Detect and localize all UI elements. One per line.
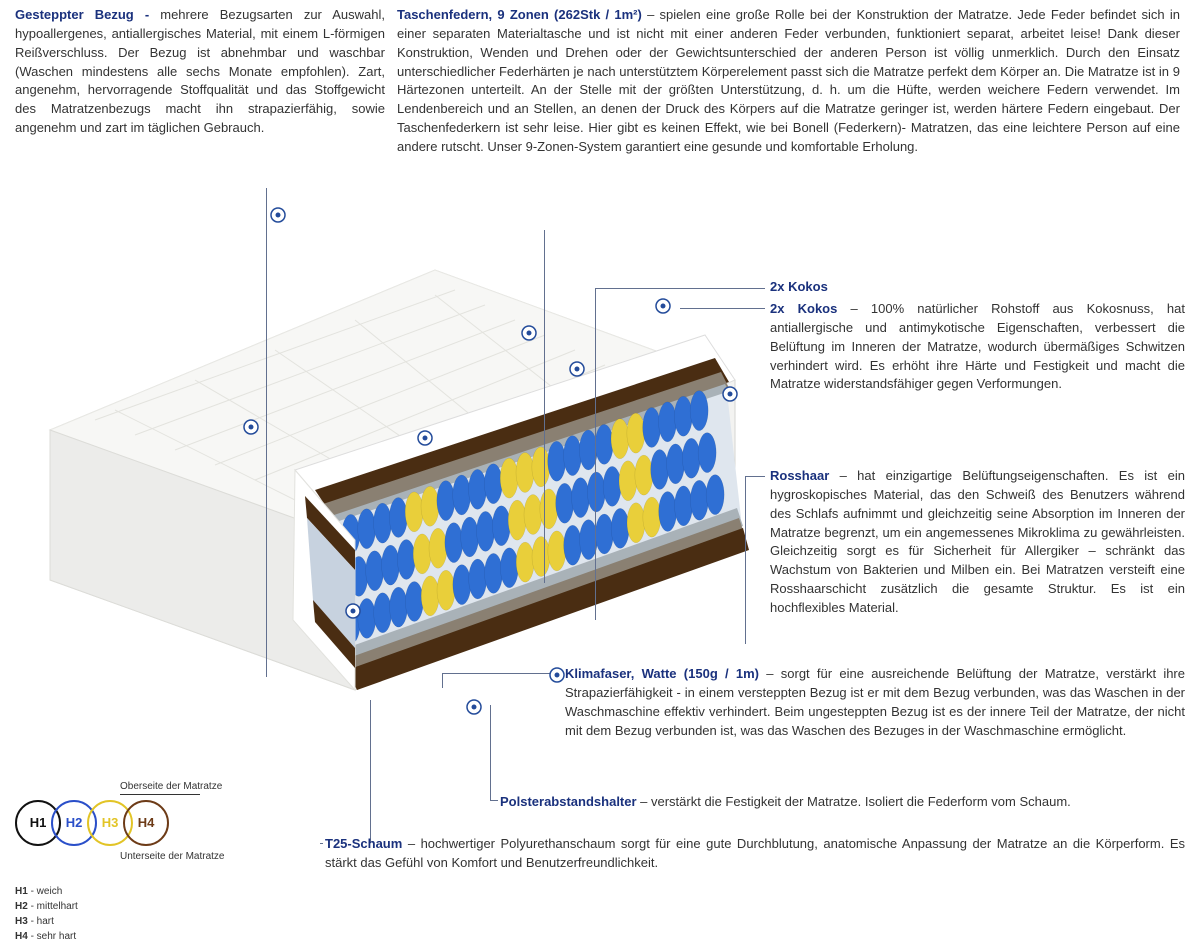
marker-point (243, 419, 259, 435)
top-left-text: Gesteppter Bezug - mehrere Bezugsarten z… (15, 6, 385, 157)
left-body: mehrere Bezugsarten zur Auswahl, hypoall… (15, 7, 385, 135)
line-t25-h (320, 843, 323, 844)
line-kokos1-v (595, 288, 596, 620)
legend-def: H3 - hart (15, 914, 260, 929)
callout-kokos: 2x Kokos – 100% natürlicher Rohstoff aus… (770, 300, 1185, 394)
polster-title: Polsterabstandshalter (500, 794, 637, 809)
line-klima-h (442, 673, 560, 674)
legend-top-label: Oberseite der Matratze (120, 780, 222, 795)
line-kokos1-h (595, 288, 765, 289)
marker-point (345, 603, 361, 619)
legend-ring-h4: H4 (123, 800, 169, 846)
line-ross-h (745, 476, 765, 477)
left-heading: Gesteppter Bezug - (15, 7, 160, 22)
line-polster-v (490, 705, 491, 800)
marker-point (521, 325, 537, 341)
t25-body: – hochwertiger Polyurethanschaum sorgt f… (325, 836, 1185, 870)
hardness-legend: Oberseite der Matratze H1H2H3H4 Untersei… (15, 780, 260, 944)
marker-point (549, 667, 565, 683)
ross-title: Rosshaar (770, 468, 829, 483)
marker-point (417, 430, 433, 446)
top-right-text: Taschenfedern, 9 Zonen (262Stk / 1m²) – … (397, 6, 1190, 157)
polster-body: – verstärkt die Festigkeit der Matratze.… (637, 794, 1071, 809)
t25-title: T25-Schaum (325, 836, 402, 851)
legend-rings: H1H2H3H4 (15, 794, 260, 854)
legend-def: H4 - sehr hart (15, 929, 260, 944)
top-text-row: Gesteppter Bezug - mehrere Bezugsarten z… (0, 0, 1200, 157)
klima-title: Klimafaser, Watte (150g / 1m) (565, 666, 759, 681)
callout-t25: T25-Schaum – hochwertiger Polyurethansch… (325, 835, 1185, 873)
kokos-h-title: 2x Kokos (770, 279, 828, 294)
kokos-title: 2x Kokos (770, 301, 837, 316)
right-heading: Taschenfedern, 9 Zonen (262Stk / 1m²) (397, 7, 647, 22)
legend-bottom-label: Unterseite der Matratze (120, 850, 225, 865)
right-body: – spielen eine große Rolle bei der Konst… (397, 7, 1180, 154)
line-kokos2-h (680, 308, 765, 309)
marker-point (655, 298, 671, 314)
callout-klimafaser: Klimafaser, Watte (150g / 1m) – sorgt fü… (565, 665, 1185, 740)
marker-point (466, 699, 482, 715)
callout-polster: Polsterabstandshalter – verstärkt die Fe… (500, 793, 1190, 812)
marker-point (569, 361, 585, 377)
ross-body: – hat einzigartige Belüftungseigenschaft… (770, 468, 1185, 615)
mattress-illustration (15, 250, 765, 700)
line-federn-v (544, 230, 545, 583)
marker-point (722, 386, 738, 402)
marker-point (270, 207, 286, 223)
legend-definitions: H1 - weichH2 - mittelhartH3 - hartH4 - s… (15, 884, 260, 944)
line-t25-v (370, 700, 371, 843)
line-klima-v (442, 673, 443, 688)
line-bezug-v (266, 188, 267, 677)
line-ross-v2 (745, 476, 746, 644)
legend-def: H2 - mittelhart (15, 899, 260, 914)
callout-kokos-heading: 2x Kokos (770, 278, 1180, 297)
line-polster-h (490, 800, 498, 801)
legend-def: H1 - weich (15, 884, 260, 899)
callout-rosshaar: Rosshaar – hat einzigartige Belüftungsei… (770, 467, 1185, 618)
